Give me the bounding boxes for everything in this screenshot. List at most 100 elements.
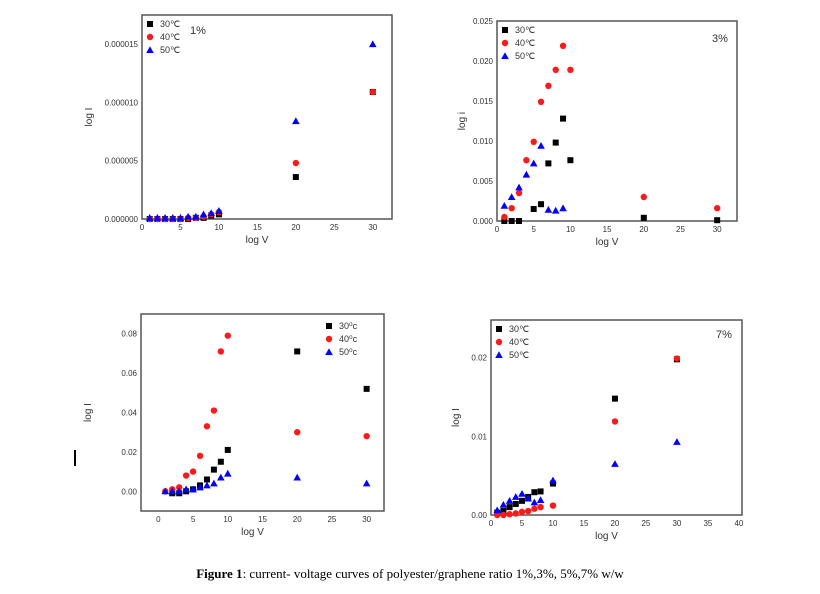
x-axis-label: log V [241,527,264,538]
data-point [493,506,501,514]
legend-marker [146,33,154,41]
legend-marker [501,52,509,59]
data-point [505,497,514,504]
data-point [145,214,154,221]
data-point [640,193,647,201]
data-point [552,66,559,74]
data-point [203,423,211,430]
legend-marker [146,46,154,53]
y-tick-label: 0.000015 [105,40,139,49]
data-point [673,438,681,445]
legend-marker [496,326,502,332]
legend-marker [502,27,508,33]
data-point [161,214,169,221]
y-tick-label: 0.02 [471,354,487,363]
data-point [224,332,231,339]
x-tick-label: 15 [253,223,262,232]
legend-marker [501,39,509,47]
series-circle [501,42,721,221]
text-cursor [74,450,76,466]
x-tick-label: 5 [531,225,536,234]
x-tick-label: 0 [140,223,145,232]
data-point [560,115,567,122]
data-point [153,214,162,221]
data-point [559,42,567,49]
data-point [293,473,302,481]
data-point [511,493,520,500]
data-point [536,496,545,504]
data-point [516,218,523,224]
data-point [501,218,508,224]
y-tick-label: 0.000 [473,217,494,226]
y-tick-label: 0.08 [121,330,137,339]
data-point [192,212,200,220]
x-axis-label: log V [595,531,618,542]
x-tick-label: 5 [191,515,196,524]
data-point [182,485,190,493]
series-triangle [161,469,371,495]
data-point [640,214,647,221]
data-point [196,483,204,491]
data-point [363,432,370,440]
data-point [512,500,519,507]
data-point [294,348,301,355]
series-triangle [493,438,681,514]
legend-label: 40℃ [160,32,180,42]
legend-marker [325,335,333,343]
x-tick-label: 10 [214,223,223,232]
data-point [522,170,531,178]
data-point [203,481,211,489]
data-point [518,497,525,504]
legend-label: 30℃ [160,19,180,29]
x-tick-label: 40 [734,519,743,528]
data-point [292,159,300,167]
x-tick-label: 15 [258,515,267,524]
data-point [210,466,217,473]
x-tick-label: 25 [641,519,650,528]
data-point [537,503,544,511]
data-point [523,157,530,164]
data-point [189,468,197,475]
data-point [362,479,371,487]
data-point [363,385,370,392]
x-tick-label: 5 [178,223,183,232]
series-square [501,115,721,224]
y-tick-label: 0.02 [121,448,137,457]
data-point [518,489,526,497]
data-point [184,212,192,220]
data-point [500,202,509,209]
data-point [537,142,545,149]
data-point [549,476,557,484]
plot-frame [496,20,738,222]
plot-frame [140,313,385,512]
x-tick-label: 20 [291,223,300,232]
data-point [501,213,508,221]
series-triangle [145,40,377,221]
data-point [508,218,515,224]
x-tick-label: 0 [489,519,494,528]
x-tick-label: 10 [549,519,558,528]
data-point [530,498,539,506]
data-point [538,201,545,208]
data-point [549,502,557,509]
legend-label: 30⁰c [339,321,358,331]
x-tick-label: 15 [580,519,589,528]
data-point [537,488,544,495]
x-tick-label: 20 [293,515,302,524]
y-tick-label: 0.00 [121,487,137,496]
data-point [294,429,301,436]
subplot-2: 0 5 10 15 20 25 30 0.000 0.005 0.010 0.015 0.020 0.0… [457,17,738,248]
data-point [559,204,567,212]
panel-title: 3% [712,33,728,45]
data-point [507,193,516,200]
x-tick-label: 30 [368,223,377,232]
data-point [215,207,223,214]
data-point [368,40,377,48]
x-tick-label: 35 [703,519,712,528]
x-tick-label: 10 [223,515,232,524]
data-point [518,508,526,516]
plot-frame [141,14,393,220]
data-point [500,508,507,515]
y-tick-label: 0.010 [473,137,494,146]
